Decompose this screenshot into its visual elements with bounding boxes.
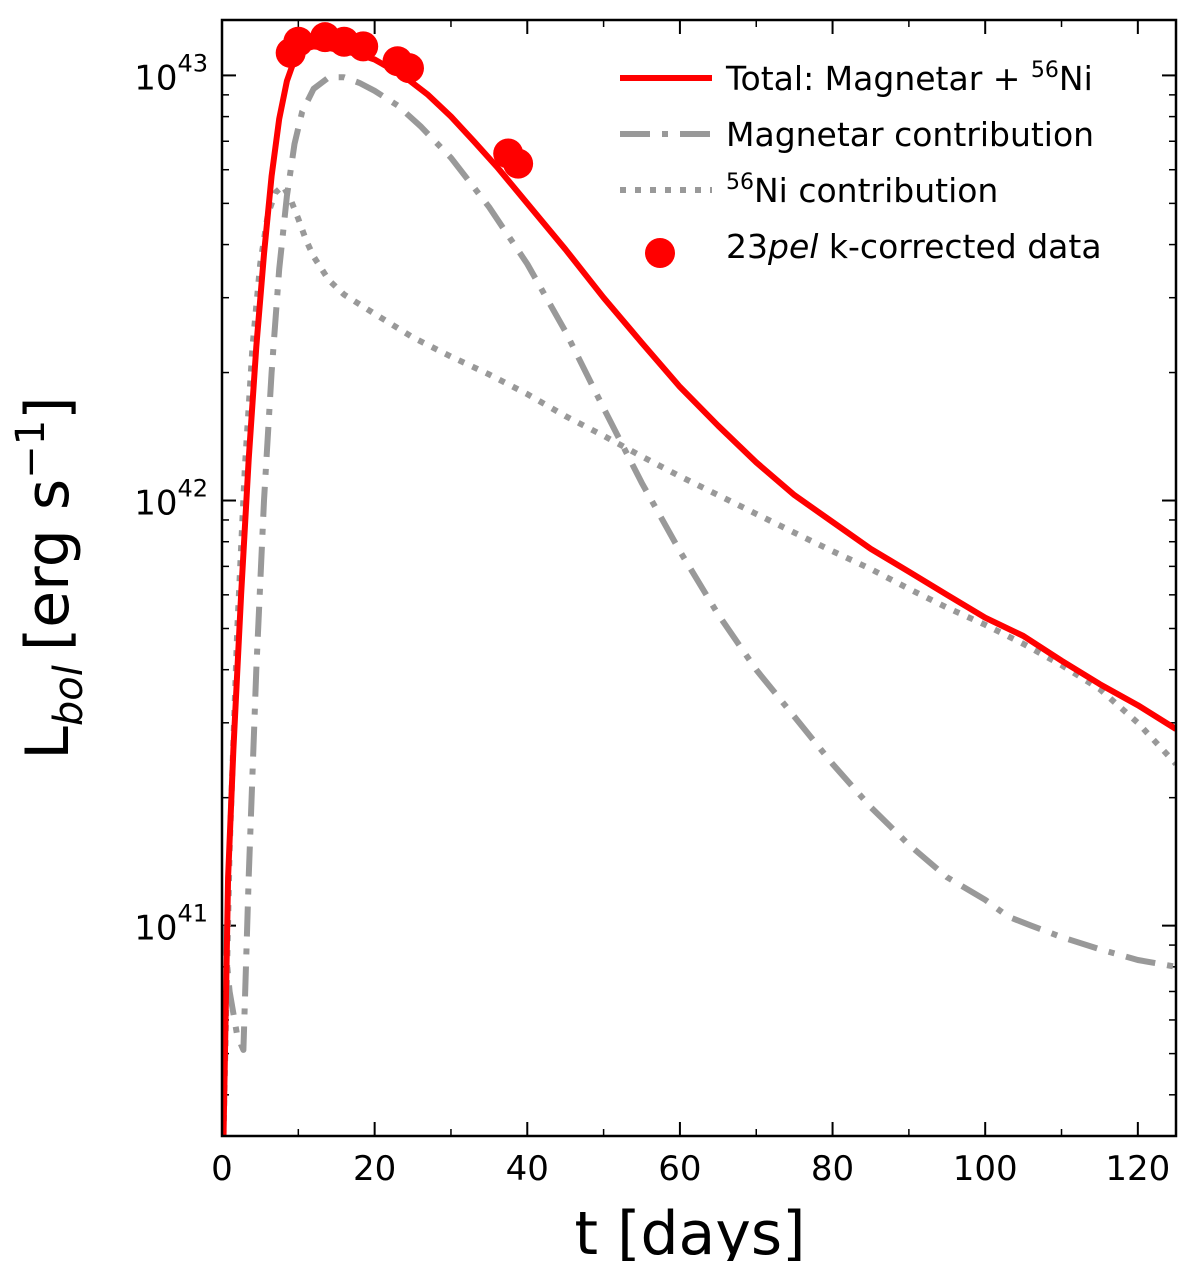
x-tick-label-100: 100 (953, 1149, 1018, 1189)
x-tick-labels: 0 20 40 60 80 100 120 (211, 1149, 1170, 1189)
legend-entry-data: 23pel k-corrected data (645, 227, 1102, 268)
x-tick-label-0: 0 (211, 1149, 233, 1189)
data-point-2 (299, 0, 329, 11)
y-axis-title: Lbol [erg s−1] (8, 396, 92, 759)
series-line-magnetar (222, 74, 1176, 1053)
y-tick-label-1: 1042 (134, 475, 208, 524)
legend: Total: Magnetar + 56Ni Magnetar contribu… (620, 58, 1102, 268)
x-tick-label-80: 80 (811, 1149, 854, 1189)
x-tick-label-60: 60 (658, 1149, 701, 1189)
y-tick-label-2: 1043 (134, 49, 208, 98)
x-tick-label-20: 20 (353, 1149, 396, 1189)
series-layer (222, 0, 1176, 1136)
legend-label-magnetar: Magnetar contribution (726, 115, 1094, 154)
legend-entry-magnetar: Magnetar contribution (620, 115, 1094, 154)
data-point-9 (503, 148, 534, 179)
legend-label-total: Total: Magnetar + 56Ni (725, 58, 1093, 98)
x-axis-title: t [days] (574, 1199, 805, 1261)
legend-label-nickel: 56Ni contribution (726, 170, 998, 210)
x-tick-label-40: 40 (506, 1149, 549, 1189)
y-tick-labels: 1041 1042 1043 (134, 49, 208, 948)
y-axis-title-unit-exp: −1 (8, 420, 54, 479)
plot-frame (220, 18, 1178, 1138)
legend-marker-data (645, 238, 675, 268)
y-axis-title-main: L (13, 726, 83, 760)
legend-entry-nickel: 56Ni contribution (620, 170, 998, 210)
data-point-7 (393, 53, 424, 84)
y-axis-title-sub: bol (46, 665, 92, 726)
y-axis-title-close: ] (13, 396, 83, 419)
y-axis-title-unit: [erg s (13, 479, 83, 651)
data-point-5 (348, 31, 379, 62)
data-point-1 (283, 26, 314, 57)
legend-entry-total: Total: Magnetar + 56Ni (620, 58, 1093, 98)
legend-label-data: 23pel k-corrected data (726, 227, 1102, 266)
x-tick-label-120: 120 (1105, 1149, 1170, 1189)
series-line-nickel (222, 182, 1176, 1136)
series-line-total (222, 43, 1176, 1136)
y-tick-label-0: 1041 (134, 900, 208, 949)
